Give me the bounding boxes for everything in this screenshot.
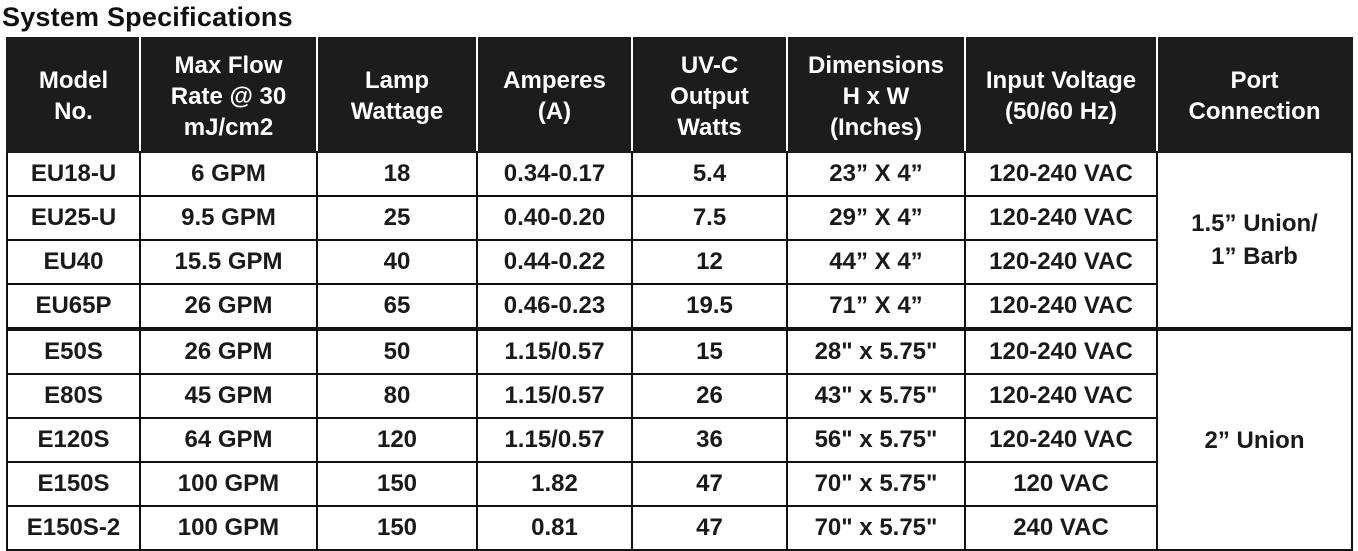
table-row: E50S 26 GPM 50 1.15/0.57 15 28" x 5.75" … [6,327,1353,551]
cell-voltage: 120-240 VAC [964,327,1158,375]
cell-voltage: 120-240 VAC [964,283,1158,330]
table-row: E120S 64 GPM 120 1.15/0.57 36 56" x 5.75… [6,417,1352,463]
cell-model: E120S [6,417,141,463]
cell-dimensions: 56" x 5.75" [786,417,966,463]
cell-flow: 100 GPM [139,505,318,551]
cell-dimensions: 43" x 5.75" [786,373,966,419]
cell-uvc: 47 [631,461,788,507]
table-row: EU25-U 9.5 GPM 25 0.40-0.20 7.5 29” X 4”… [6,195,1352,241]
specifications-table: Model No. Max Flow Rate @ 30 mJ/cm2 Lamp Wat… [6,37,1353,551]
cell-wattage: 40 [316,239,478,285]
header-dimensions: Dimensions H x W (Inches) [786,37,966,153]
cell-model: EU65P [6,283,141,330]
cell-flow: 64 GPM [139,417,318,463]
cell-uvc: 26 [631,373,788,419]
cell-model: EU18-U [6,151,141,197]
cell-amperes: 1.15/0.57 [476,373,633,419]
cell-flow: 100 GPM [139,461,318,507]
cell-wattage: 65 [316,283,478,330]
cell-uvc: 36 [631,417,788,463]
cell-flow: 15.5 GPM [139,239,318,285]
header-amperes: Amperes (A) [476,37,633,153]
cell-port-connection: 2” Union [1156,327,1353,551]
header-row: Model No. Max Flow Rate @ 30 mJ/cm2 Lamp Wat… [6,37,1353,153]
cell-model: E80S [6,373,141,419]
cell-amperes: 0.34-0.17 [476,151,633,197]
header-model: Model No. [6,37,141,153]
cell-amperes: 1.15/0.57 [476,327,633,375]
cell-amperes: 0.44-0.22 [476,239,633,285]
cell-model: E150S [6,461,141,507]
table-row: E150S 100 GPM 150 1.82 47 70" x 5.75" 12… [6,461,1352,507]
cell-uvc: 19.5 [631,283,788,330]
cell-flow: 45 GPM [139,373,318,419]
cell-voltage: 120-240 VAC [964,417,1158,463]
cell-flow: 26 GPM [139,327,318,375]
table-row: E150S-2 100 GPM 150 0.81 47 70" x 5.75" … [6,505,1352,551]
cell-flow: 9.5 GPM [139,195,318,241]
cell-uvc: 15 [631,327,788,375]
table-row: EU40 15.5 GPM 40 0.44-0.22 12 44” X 4” 1… [6,239,1352,285]
cell-wattage: 18 [316,151,478,197]
cell-wattage: 80 [316,373,478,419]
cell-dimensions: 23” X 4” [786,151,966,197]
cell-flow: 6 GPM [139,151,318,197]
cell-wattage: 25 [316,195,478,241]
cell-model: E150S-2 [6,505,141,551]
cell-dimensions: 71” X 4” [786,283,966,330]
cell-amperes: 0.81 [476,505,633,551]
table-row: E80S 45 GPM 80 1.15/0.57 26 43" x 5.75" … [6,373,1352,419]
cell-voltage: 120-240 VAC [964,151,1158,197]
header-lamp-wattage: Lamp Wattage [316,37,478,153]
cell-wattage: 50 [316,327,478,375]
cell-dimensions: 29” X 4” [786,195,966,241]
cell-voltage: 120-240 VAC [964,239,1158,285]
cell-dimensions: 28" x 5.75" [786,327,966,375]
cell-voltage: 240 VAC [964,505,1158,551]
header-max-flow: Max Flow Rate @ 30 mJ/cm2 [139,37,318,153]
table-row: EU18-U 6 GPM 18 0.34-0.17 5.4 23” X 4” 1… [6,151,1353,330]
cell-model: EU40 [6,239,141,285]
cell-dimensions: 44” X 4” [786,239,966,285]
cell-amperes: 1.82 [476,461,633,507]
cell-uvc: 7.5 [631,195,788,241]
cell-uvc: 47 [631,505,788,551]
cell-uvc: 12 [631,239,788,285]
cell-wattage: 150 [316,461,478,507]
cell-uvc: 5.4 [631,151,788,197]
cell-dimensions: 70" x 5.75" [786,505,966,551]
cell-model: EU25-U [6,195,141,241]
cell-voltage: 120 VAC [964,461,1158,507]
header-input-voltage: Input Voltage (50/60 Hz) [964,37,1158,153]
cell-port-connection: 1.5” Union/1” Barb [1156,151,1353,330]
cell-amperes: 0.40-0.20 [476,195,633,241]
cell-flow: 26 GPM [139,283,318,330]
header-port-connection: Port Connection [1156,37,1353,153]
cell-voltage: 120-240 VAC [964,195,1158,241]
table-row: EU65P 26 GPM 65 0.46-0.23 19.5 71” X 4” … [6,283,1352,330]
cell-wattage: 120 [316,417,478,463]
cell-voltage: 120-240 VAC [964,373,1158,419]
cell-amperes: 0.46-0.23 [476,283,633,330]
cell-wattage: 150 [316,505,478,551]
cell-amperes: 1.15/0.57 [476,417,633,463]
header-uvc-output: UV-C Output Watts [631,37,788,153]
cell-model: E50S [6,327,141,375]
page-title: System Specifications [2,2,293,32]
cell-dimensions: 70" x 5.75" [786,461,966,507]
